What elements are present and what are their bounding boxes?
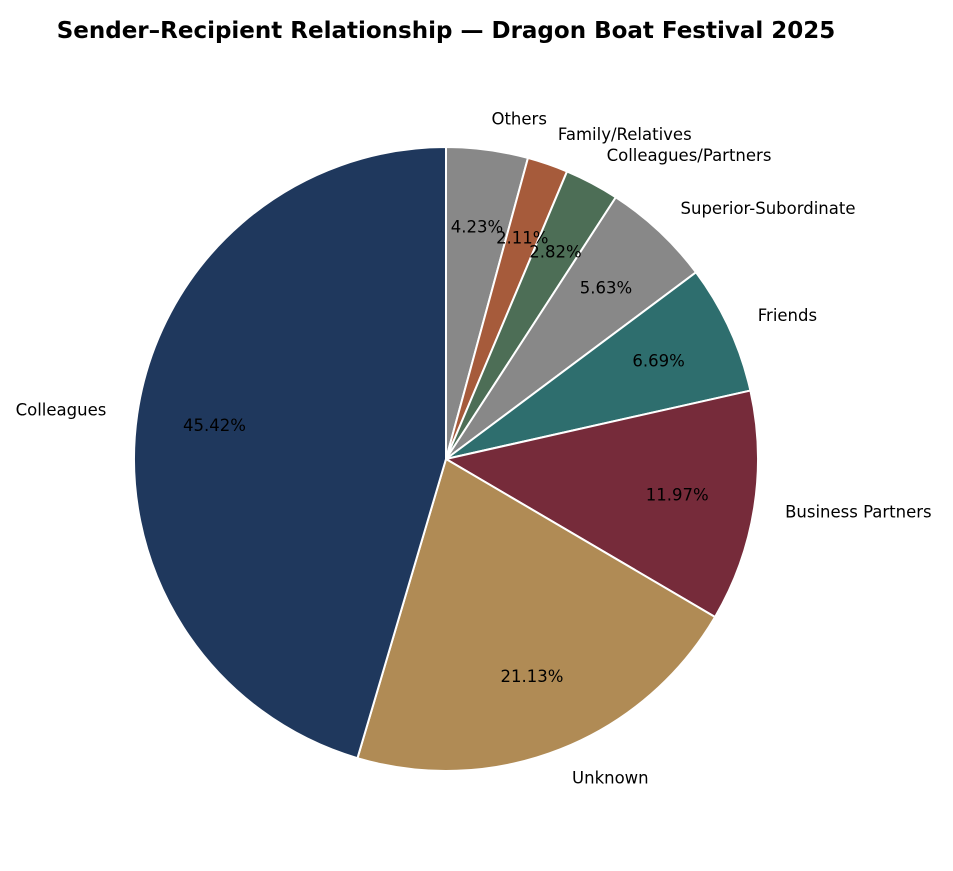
chart-title: Sender–Recipient Relationship — Dragon B… (57, 18, 836, 44)
slice-label-colleagues-partners: Colleagues/Partners (607, 146, 772, 165)
slice-percent-superior-subordinate: 5.63% (580, 279, 632, 298)
slice-percent-colleagues-partners: 2.82% (529, 243, 581, 262)
slice-percent-unknown: 21.13% (500, 667, 563, 686)
slice-percent-business-partners: 11.97% (646, 486, 709, 505)
pie-slice-colleagues (133, 146, 447, 760)
slice-percent-others: 4.23% (451, 218, 503, 237)
pie-slices (133, 146, 759, 772)
pie-slice-business-partners (445, 389, 759, 618)
slice-label-colleagues: Colleagues (16, 400, 107, 419)
pie-slice-unknown (356, 458, 717, 772)
slice-label-friends: Friends (758, 306, 817, 325)
slice-label-others: Others (491, 109, 546, 128)
slice-percent-colleagues: 45.42% (183, 416, 246, 435)
slice-label-unknown: Unknown (572, 769, 649, 788)
slice-percent-family-relatives: 2.11% (496, 228, 548, 247)
slice-label-business-partners: Business Partners (785, 502, 932, 521)
pie-slice-friends (445, 271, 752, 460)
pie-labels: Others 4.23% Family/Relatives 2.11% Colleagu… (16, 109, 932, 787)
slice-label-family-relatives: Family/Relatives (558, 125, 692, 144)
slice-label-superior-subordinate: Superior-Subordinate (681, 199, 856, 218)
slice-percent-friends: 6.69% (632, 352, 684, 371)
